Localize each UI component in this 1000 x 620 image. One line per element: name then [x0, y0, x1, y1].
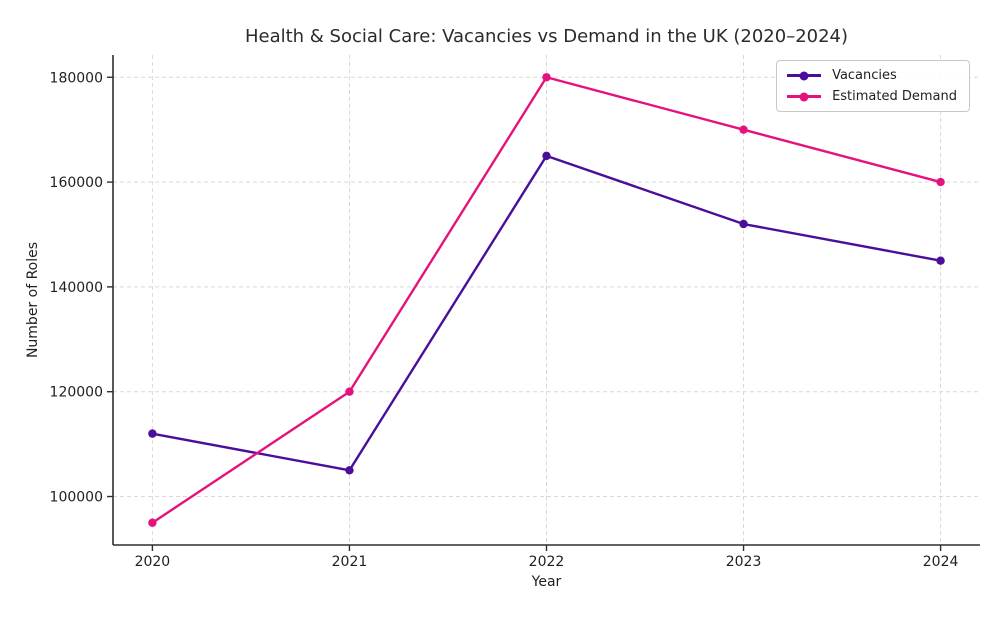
y-tick-label: 120000 [50, 385, 103, 401]
x-tick-label: 2024 [923, 554, 959, 570]
y-tick-label: 180000 [50, 70, 103, 86]
estimated-demand-line-marker-icon [787, 92, 822, 102]
y-axis-label: Number of Roles [25, 241, 41, 359]
legend-item-vacancies: Vacancies [787, 68, 957, 83]
y-tick-label: 160000 [50, 175, 103, 191]
data-point-vacancies [148, 429, 157, 438]
x-tick-label: 2023 [726, 554, 762, 570]
x-tick-label: 2020 [135, 554, 171, 570]
data-point-estimated-demand [542, 73, 551, 82]
data-point-estimated-demand [148, 518, 157, 527]
x-axis-label: Year [531, 574, 562, 590]
data-point-estimated-demand [345, 387, 354, 396]
legend: Vacancies Estimated Demand [776, 60, 970, 112]
y-tick-label: 100000 [50, 490, 103, 506]
legend-label-vacancies: Vacancies [832, 68, 897, 83]
data-point-vacancies [542, 151, 551, 161]
x-tick-label: 2021 [332, 554, 368, 570]
data-point-estimated-demand [739, 125, 748, 134]
data-point-vacancies [345, 466, 354, 475]
chart-title: Health & Social Care: Vacancies vs Deman… [244, 26, 849, 47]
data-point-vacancies [739, 219, 748, 229]
data-point-estimated-demand [936, 177, 945, 187]
vacancies-line-marker-icon [787, 71, 822, 81]
x-tick-label: 2022 [529, 554, 565, 570]
legend-label-estimated-demand: Estimated Demand [832, 89, 957, 104]
legend-item-estimated-demand: Estimated Demand [787, 89, 957, 104]
y-tick-label: 140000 [50, 280, 103, 296]
data-point-vacancies [936, 256, 945, 265]
